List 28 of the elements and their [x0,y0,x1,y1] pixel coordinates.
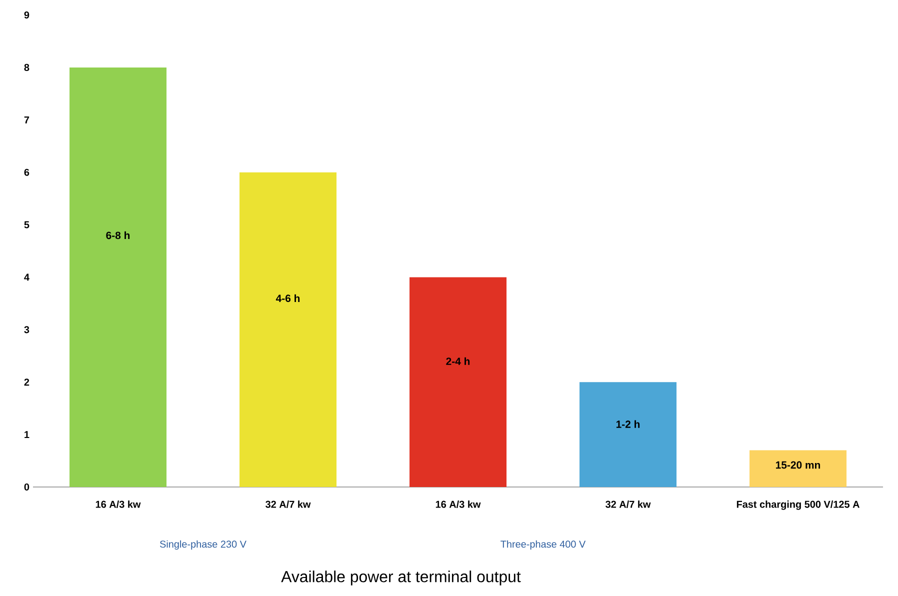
data-label: 15-20 mn [776,461,820,469]
y-tick-label: 0 [24,483,30,491]
bar [580,382,677,487]
x-tick-label: 32 A/7 kw [266,500,311,508]
y-tick-label: 6 [24,168,30,176]
bar [240,172,337,487]
bar [410,277,507,487]
bar [70,67,166,487]
data-label: 2-4 h [446,357,470,365]
x-tick-label: 16 A/3 kw [96,500,141,508]
x-tick-label: Fast charging 500 V/125 A [736,500,860,510]
y-tick-label: 5 [24,221,30,228]
text: Three-phase 400 V [500,540,586,550]
data-label: 1-2 h [616,420,640,428]
y-tick-label: 9 [24,11,30,19]
x-tick-label: 32 A/7 kw [606,500,651,508]
bar [750,450,847,487]
x-tick-label: 16 A/3 kw [436,500,481,508]
y-tick-label: 8 [24,64,30,71]
y-tick-label: 3 [24,326,30,334]
y-tick-label: 4 [24,274,30,281]
text: Single-phase 230 V [160,540,246,550]
data-label: 6-8 h [106,231,130,240]
data-label: 4-6 h [276,294,300,302]
y-tick-label: 1 [24,431,30,438]
y-tick-label: 7 [24,116,30,124]
y-tick-label: 2 [24,378,30,386]
x-axis-title: Available power at terminal output [281,570,521,586]
